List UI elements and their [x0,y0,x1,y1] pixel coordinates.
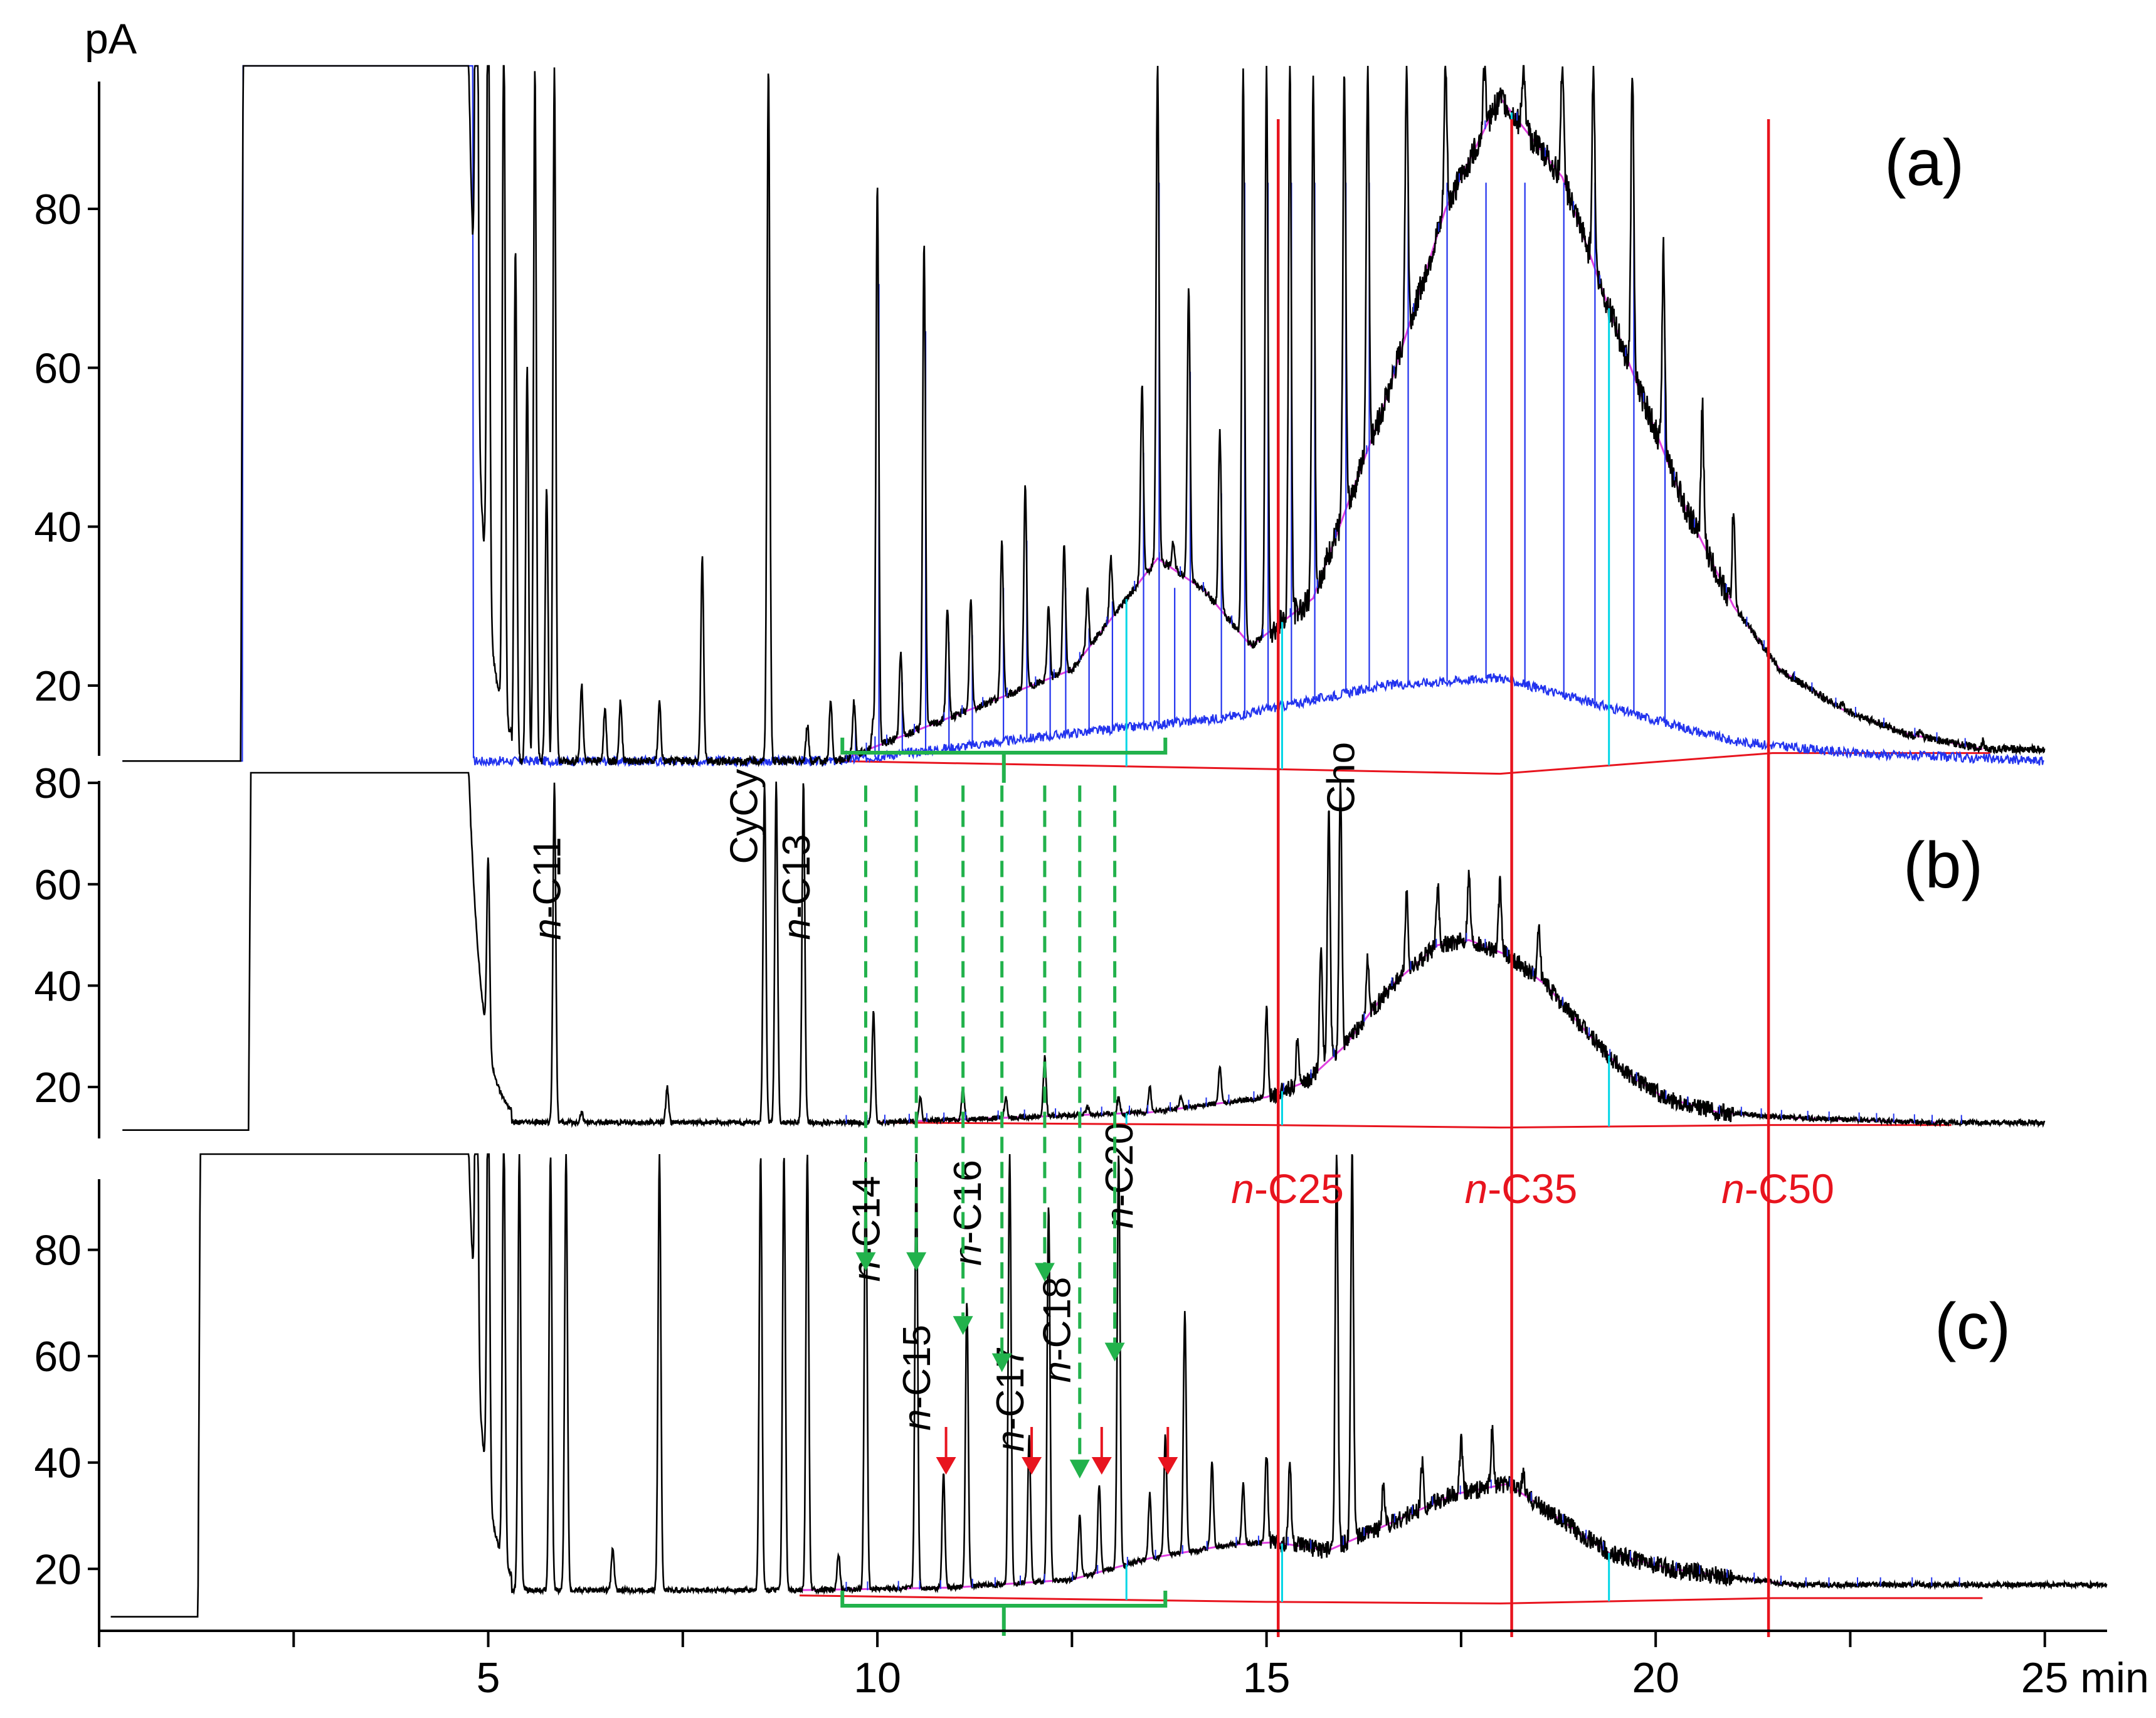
y-tick-label-a: 80 [34,186,82,233]
panel-label-a: (a) [1884,127,1964,199]
peak-label-prefix: n [1036,1361,1079,1382]
reference-label-suffix: -C35 [1488,1165,1577,1212]
peak-label: n-C20 [1098,1123,1141,1229]
panel-label-b: (b) [1903,829,1983,902]
peak-label-suffix: -C16 [946,1160,990,1244]
sample-trace-a [122,65,2046,768]
green-guide-arrowhead [1069,1460,1090,1479]
peak-label: n-C17 [989,1346,1032,1452]
y-tick-label-a: 40 [34,504,82,551]
peak-label: n-C18 [1036,1277,1079,1383]
reference-label-prefix: n [1721,1165,1745,1212]
panel-label-c: (c) [1935,1290,2011,1363]
peak-label: n-C13 [775,834,818,940]
reference-label-prefix: n [1465,1165,1488,1212]
blank-trace-a [122,65,2044,769]
peak-label-prefix: n [896,1409,939,1430]
peak-label: CyCy [723,769,766,864]
hump-baseline-a [838,752,1990,775]
y-tick-label-c: 80 [34,1227,82,1275]
sample-trace-b [122,772,2046,1131]
x-axis: 5 10 15 20 25 min [98,1630,2149,1702]
y-tick-label-b: 80 [34,760,82,807]
green-guide-arrowhead [953,1316,973,1335]
green-bracket-a [840,738,1168,783]
reference-label: n-C35 [1465,1165,1578,1212]
green-guide-arrowhead [1104,1342,1125,1362]
y-tick-label-c: 40 [34,1440,82,1487]
y-tick-label-b: 60 [34,861,82,909]
peak-label-suffix: -C18 [1036,1277,1079,1361]
annotations: n-C25 n-C35 n-C50n-C11CyCyn-C13Chon-C14n-C… [526,119,1834,1637]
residual-arrowhead [1091,1457,1112,1475]
hump-baseline-b [877,1121,1952,1129]
residual-arrowhead [1022,1457,1042,1475]
chromatogram-traces [110,65,2108,1618]
peak-label: n-C11 [526,837,569,940]
panel-y-axes: 20 40 60 80 20 40 60 80 20 40 60 80 [34,82,100,1631]
reference-label-prefix: n [1231,1165,1254,1212]
peak-label-prefix: n [526,918,569,940]
hump-envelope-a [838,95,1983,762]
x-tick-label: 10 [853,1654,901,1702]
peak-label: n-C15 [896,1325,939,1431]
green-guide-arrowhead [855,1252,876,1271]
y-tick-label-b: 20 [34,1064,82,1111]
y-tick-label-a: 60 [34,344,82,392]
peak-label-prefix: n [946,1244,990,1266]
y-axis-unit-label: pA [85,15,137,63]
peak-label: n-C16 [946,1160,990,1266]
y-tick-label-b: 40 [34,962,82,1010]
x-tick-label: 5 [477,1654,500,1702]
green-guide-arrowhead [906,1252,927,1271]
residual-arrowhead [936,1457,956,1475]
reference-label-suffix: -C25 [1254,1165,1344,1212]
peak-label-suffix: -C13 [775,834,818,918]
sample-trace-c [110,1153,2108,1618]
reference-label: n-C50 [1721,1165,1834,1212]
peak-label-prefix: n [989,1430,1032,1451]
peak-label-prefix: n [775,918,818,940]
peak-label-suffix: -C15 [896,1325,939,1409]
reference-label: n-C25 [1231,1165,1344,1212]
hump-envelope-b [877,939,1937,1124]
hump-baseline-c [799,1594,1983,1604]
x-tick-label: 25 min [2021,1654,2149,1702]
y-tick-label-c: 20 [34,1546,82,1593]
peak-label-suffix: -C20 [1098,1123,1141,1207]
y-tick-label-c: 60 [34,1333,82,1381]
residual-arrowhead [1158,1457,1178,1475]
peak-label: Cho [1320,742,1363,814]
green-guide-arrowhead [991,1353,1012,1372]
peak-label-suffix: -C11 [526,837,569,918]
reference-label-suffix: -C50 [1745,1165,1834,1212]
y-tick-label-a: 20 [34,662,82,710]
green-guide-arrowhead [1034,1263,1055,1282]
x-tick-label: 15 [1243,1654,1291,1702]
x-tick-label: 20 [1632,1654,1679,1702]
peak-label-prefix: n [1098,1207,1141,1228]
